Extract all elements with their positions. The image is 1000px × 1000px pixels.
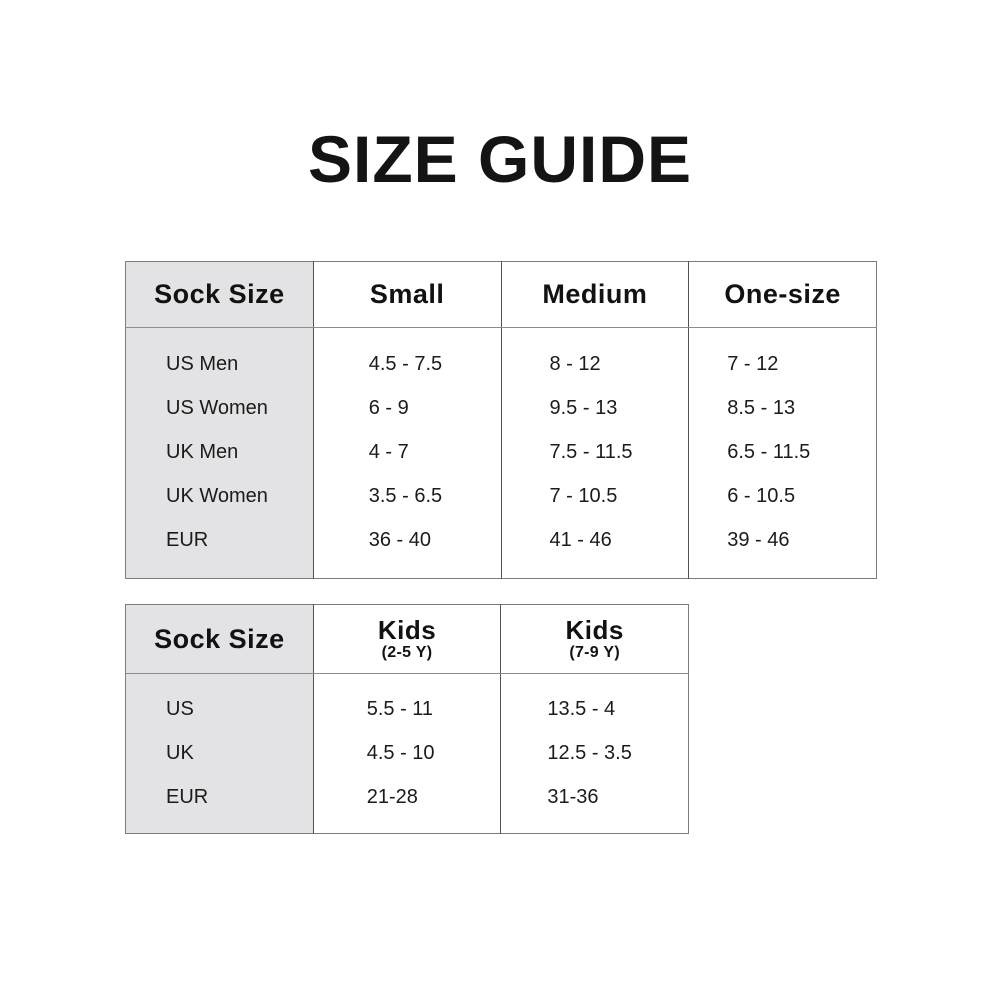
table-row-eur: EUR 36 - 40 41 - 46 39 - 46 [125,518,877,579]
size-value-cell: 6 - 9 [312,386,501,431]
size-value-cell: 39 - 46 [688,518,877,579]
size-value-cell: 41 - 46 [500,518,689,579]
kids-size-table: Sock Size Kids (2-5 Y) Kids (7-9 Y) US 5… [125,604,689,834]
size-value-cell: 4 - 7 [312,430,501,475]
size-value-cell: 12.5 - 3.5 [500,731,689,776]
row-label: US Women [125,386,314,431]
row-label: UK [125,731,314,776]
size-value-cell: 6 - 10.5 [688,474,877,519]
row-label: US [125,673,314,732]
page-title: SIZE GUIDE [307,122,693,196]
row-label: UK Men [125,430,314,475]
size-value-cell: 4.5 - 7.5 [312,327,501,387]
size-value-cell: 31-36 [500,775,689,834]
column-header-sock-size: Sock Size [125,604,314,674]
adult-header-row: Sock Size Small Medium One-size [125,261,877,328]
column-header-one-size: One-size [688,261,877,328]
table-row-uk-men: UK Men 4 - 7 7.5 - 11.5 6.5 - 11.5 [125,430,877,475]
column-header-kids-label: Kids [377,615,437,645]
adult-size-table: Sock Size Small Medium One-size US Men 4… [125,261,877,579]
kids-header-row: Sock Size Kids (2-5 Y) Kids (7-9 Y) [125,604,689,674]
size-value-cell: 6.5 - 11.5 [688,430,877,475]
column-header-kids-7-9: Kids (7-9 Y) [500,604,689,674]
size-value-cell: 7.5 - 11.5 [500,430,689,475]
size-value-cell: 3.5 - 6.5 [312,474,501,519]
table-row-us-men: US Men 4.5 - 7.5 8 - 12 7 - 12 [125,327,877,387]
row-label: EUR [125,775,314,834]
column-header-kids-age-range: (2-5 Y) [381,644,433,661]
table-row-us: US 5.5 - 11 13.5 - 4 [125,673,689,732]
size-value-cell: 8.5 - 13 [688,386,877,431]
column-header-small: Small [312,261,501,328]
size-value-cell: 5.5 - 11 [312,673,501,732]
size-value-cell: 7 - 12 [688,327,877,387]
column-header-sock-size: Sock Size [125,261,314,328]
size-value-cell: 13.5 - 4 [500,673,689,732]
row-label: US Men [125,327,314,387]
size-value-cell: 36 - 40 [312,518,501,579]
table-row-uk: UK 4.5 - 10 12.5 - 3.5 [125,731,689,776]
size-value-cell: 4.5 - 10 [312,731,501,776]
table-row-uk-women: UK Women 3.5 - 6.5 7 - 10.5 6 - 10.5 [125,474,877,519]
size-value-cell: 9.5 - 13 [500,386,689,431]
size-value-cell: 7 - 10.5 [500,474,689,519]
column-header-kids-label: Kids [565,615,624,645]
column-header-medium: Medium [500,261,689,328]
size-value-cell: 21-28 [312,775,501,834]
row-label: UK Women [125,474,314,519]
table-row-us-women: US Women 6 - 9 9.5 - 13 8.5 - 13 [125,386,877,431]
table-row-eur: EUR 21-28 31-36 [125,775,689,834]
row-label: EUR [125,518,314,579]
column-header-kids-age-range: (7-9 Y) [569,644,621,661]
column-header-kids-2-5: Kids (2-5 Y) [312,604,501,674]
size-value-cell: 8 - 12 [500,327,689,387]
